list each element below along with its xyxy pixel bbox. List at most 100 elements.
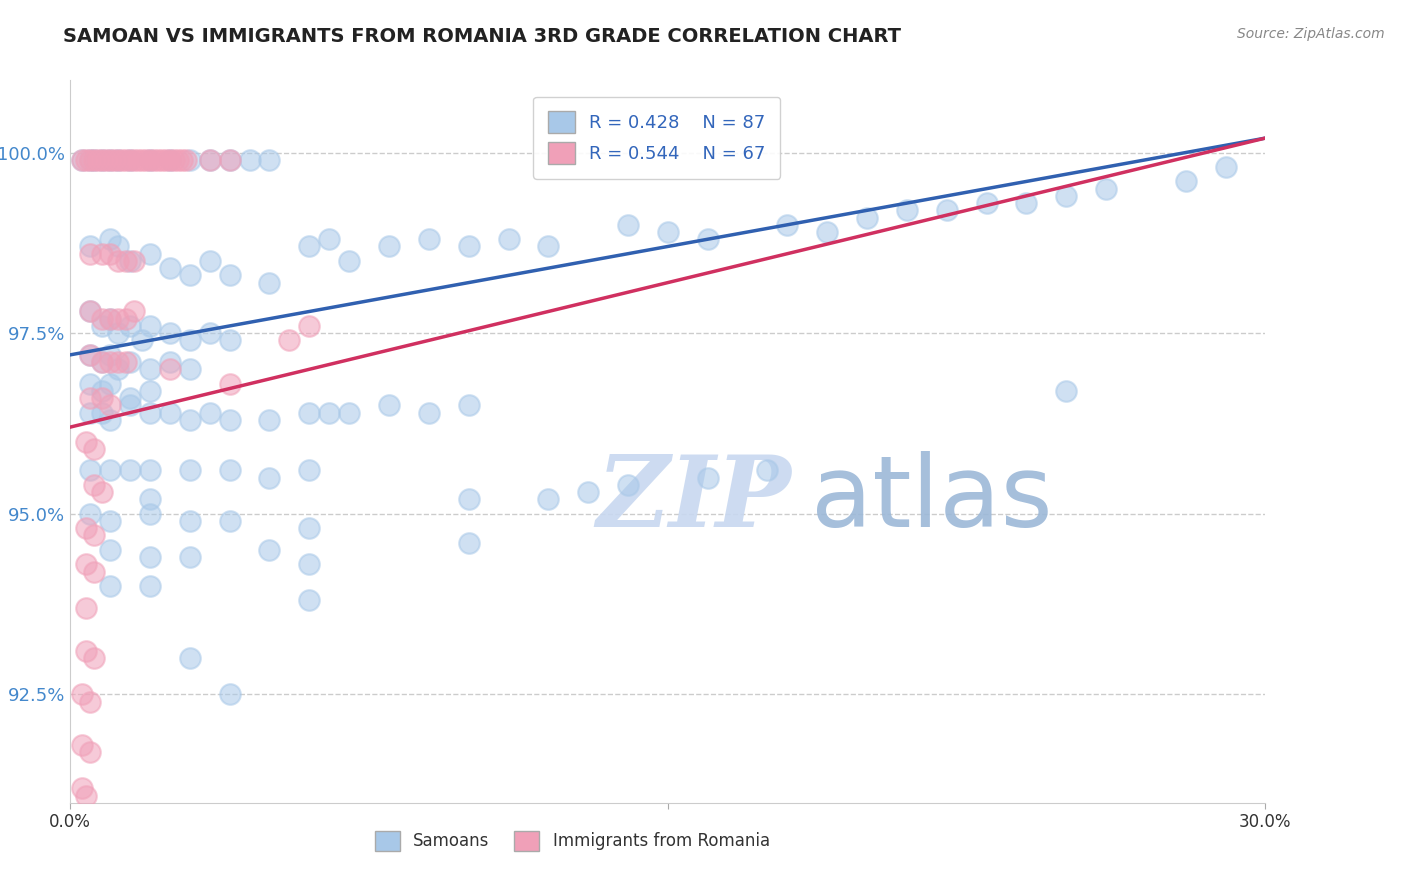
Point [143, 153, 166, 167]
Point [179, 651, 201, 665]
Point [75, 789, 97, 803]
Point [120, 153, 141, 167]
Point [83, 651, 105, 665]
Point [337, 253, 360, 268]
Point [107, 253, 129, 268]
Point [79, 348, 101, 362]
Point [259, 276, 281, 290]
Point [159, 153, 181, 167]
Point [120, 391, 141, 405]
Text: Source: ZipAtlas.com: Source: ZipAtlas.com [1237, 27, 1385, 41]
Point [70, 153, 93, 167]
Point [239, 153, 262, 167]
Point [107, 326, 129, 340]
Point [91, 311, 114, 326]
Point [127, 153, 149, 167]
Point [170, 153, 193, 167]
Point [120, 398, 141, 412]
Point [83, 153, 105, 167]
Point [1095, 181, 1118, 195]
Point [218, 514, 240, 528]
Point [617, 478, 640, 492]
Text: SAMOAN VS IMMIGRANTS FROM ROMANIA 3RD GRADE CORRELATION CHART: SAMOAN VS IMMIGRANTS FROM ROMANIA 3RD GR… [63, 27, 901, 45]
Point [457, 492, 479, 507]
Point [96, 153, 117, 167]
Point [179, 550, 201, 565]
Point [87, 153, 110, 167]
Point [756, 463, 779, 477]
Point [259, 413, 281, 427]
Point [139, 384, 162, 398]
Point [115, 355, 138, 369]
Point [91, 406, 114, 420]
Point [218, 376, 240, 391]
Point [107, 153, 129, 167]
Point [1054, 189, 1077, 203]
Point [259, 470, 281, 484]
Point [75, 434, 97, 449]
Point [259, 153, 281, 167]
Point [115, 253, 138, 268]
Point [79, 463, 101, 477]
Point [115, 153, 138, 167]
Point [75, 558, 97, 572]
Point [79, 348, 101, 362]
Point [79, 304, 101, 318]
Point [98, 246, 121, 260]
Legend: Samoans, Immigrants from Romania: Samoans, Immigrants from Romania [367, 822, 778, 860]
Point [83, 528, 105, 542]
Point [98, 355, 121, 369]
Point [218, 687, 240, 701]
Point [198, 406, 221, 420]
Point [167, 153, 190, 167]
Point [75, 153, 97, 167]
Point [298, 521, 321, 535]
Point [146, 153, 169, 167]
Point [179, 334, 201, 348]
Point [98, 398, 121, 412]
Point [159, 355, 181, 369]
Point [218, 153, 240, 167]
Point [79, 745, 101, 759]
Point [98, 311, 121, 326]
Point [98, 579, 121, 593]
Point [657, 225, 679, 239]
Point [198, 253, 221, 268]
Point [91, 355, 114, 369]
Point [107, 239, 129, 253]
Point [139, 507, 162, 521]
Point [159, 406, 181, 420]
Point [976, 196, 998, 211]
Point [378, 398, 401, 412]
Point [120, 318, 141, 333]
Point [107, 362, 129, 376]
Point [218, 413, 240, 427]
Point [318, 232, 340, 246]
Point [159, 326, 181, 340]
Point [378, 239, 401, 253]
Point [856, 211, 879, 225]
Point [79, 695, 101, 709]
Point [103, 153, 125, 167]
Point [457, 239, 479, 253]
Point [139, 153, 162, 167]
Point [91, 355, 114, 369]
Point [70, 687, 93, 701]
Point [120, 153, 141, 167]
Point [91, 153, 114, 167]
Point [135, 153, 157, 167]
Point [198, 153, 221, 167]
Point [79, 239, 101, 253]
Point [298, 318, 321, 333]
Point [218, 268, 240, 283]
Point [1215, 160, 1237, 174]
Point [122, 253, 145, 268]
Point [537, 492, 560, 507]
Point [83, 153, 105, 167]
Point [91, 391, 114, 405]
Point [179, 514, 201, 528]
Point [115, 311, 138, 326]
Point [131, 153, 153, 167]
Point [79, 406, 101, 420]
Point [174, 153, 197, 167]
